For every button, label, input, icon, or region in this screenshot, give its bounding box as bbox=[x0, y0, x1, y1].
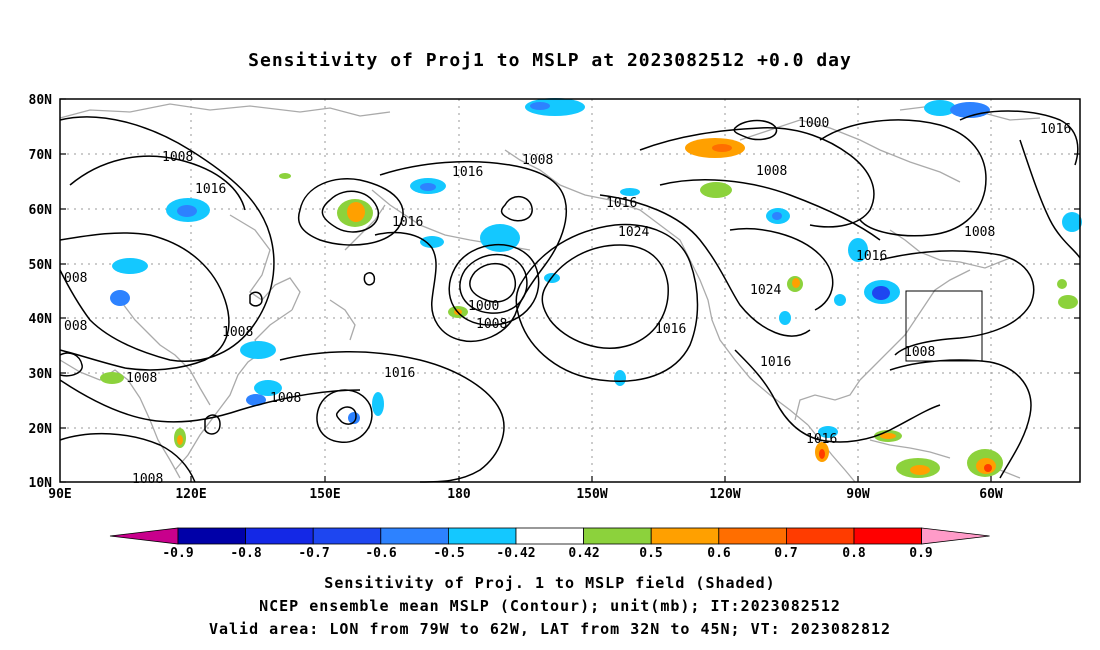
mslp-contours bbox=[59, 110, 1081, 483]
lon-label: 60W bbox=[979, 487, 1003, 502]
lon-label: 90W bbox=[846, 487, 870, 502]
lat-label: 80N bbox=[29, 93, 53, 108]
colorbar-label: -0.8 bbox=[230, 546, 261, 561]
lon-label: 150E bbox=[309, 487, 340, 502]
colorbar-segment bbox=[583, 527, 652, 545]
lat-label: 50N bbox=[29, 258, 53, 273]
colorbar-labels: -0.9 -0.8 -0.7 -0.6 -0.5 -0.42 0.42 0.5 … bbox=[162, 546, 932, 561]
lon-label: 120E bbox=[175, 487, 206, 502]
colorbar-max-arrow bbox=[921, 527, 990, 545]
caption-shading: Sensitivity of Proj. 1 to MSLP field (Sh… bbox=[324, 574, 776, 592]
lat-label: 60N bbox=[29, 203, 53, 218]
contour-label: 1016 bbox=[195, 182, 226, 197]
lat-label: 10N bbox=[29, 476, 53, 491]
plot-title: Sensitivity of Proj1 to MSLP at 20230825… bbox=[248, 50, 852, 71]
contour-label: 1008 bbox=[270, 391, 301, 406]
contour-label: 1008 bbox=[522, 153, 553, 168]
contour-label: 1016 bbox=[606, 196, 637, 211]
contour-label: 1008 bbox=[222, 325, 253, 340]
longitude-labels: 90E 120E 150E 180 150W 120W 90W 60W bbox=[48, 487, 1003, 502]
colorbar-label: 0.7 bbox=[774, 546, 797, 561]
sensitivity-shading bbox=[100, 98, 1082, 478]
contour-label: 1016 bbox=[655, 322, 686, 337]
colorbar-segment bbox=[312, 527, 382, 545]
contour-label: 1008 bbox=[904, 345, 935, 360]
valid-area-box bbox=[905, 290, 983, 362]
contour-label: 1008 bbox=[964, 225, 995, 240]
contour-label: 1008 bbox=[162, 150, 193, 165]
map-frame bbox=[59, 98, 1081, 483]
colorbar-segment bbox=[853, 527, 922, 545]
colorbar-label: -0.5 bbox=[433, 546, 464, 561]
colorbar bbox=[109, 527, 990, 545]
colorbar-label: -0.9 bbox=[162, 546, 193, 561]
contour-label: 1016 bbox=[856, 249, 887, 264]
colorbar-min-arrow bbox=[109, 527, 179, 545]
lon-label: 90E bbox=[48, 487, 71, 502]
colorbar-segment bbox=[177, 527, 246, 545]
contour-label: 1008 bbox=[132, 472, 163, 487]
contour-label: 1016 bbox=[452, 165, 483, 180]
latitude-labels: 80N 70N 60N 50N 40N 30N 20N 10N bbox=[29, 93, 53, 491]
contour-label: 1016 bbox=[1040, 122, 1071, 137]
colorbar-segment bbox=[786, 527, 855, 545]
colorbar-segment bbox=[245, 527, 314, 545]
contour-labels: 1008 1016 1008 1016 1016 1016 1008 1016 … bbox=[64, 116, 1071, 487]
colorbar-label: -0.7 bbox=[298, 546, 329, 561]
lon-label: 120W bbox=[709, 487, 740, 502]
lat-label: 30N bbox=[29, 367, 53, 382]
colorbar-label: 0.42 bbox=[568, 546, 599, 561]
colorbar-label: -0.42 bbox=[496, 546, 535, 561]
contour-label: 1008 bbox=[756, 164, 787, 179]
contour-label: 1016 bbox=[384, 366, 415, 381]
lat-label: 20N bbox=[29, 422, 53, 437]
colorbar-segment bbox=[650, 527, 720, 545]
contour-label: 008 bbox=[64, 319, 87, 334]
contour-label: 1008 bbox=[126, 371, 157, 386]
contour-label: 1008 bbox=[476, 317, 507, 332]
colorbar-label: 0.8 bbox=[842, 546, 866, 561]
lat-label: 40N bbox=[29, 312, 53, 327]
caption-contour: NCEP ensemble mean MSLP (Contour); unit(… bbox=[259, 597, 841, 615]
contour-label: 1024 bbox=[750, 283, 781, 298]
grid-lines bbox=[60, 99, 1080, 482]
contour-label: 1000 bbox=[798, 116, 829, 131]
colorbar-label: -0.6 bbox=[365, 546, 396, 561]
colorbar-label: 0.9 bbox=[909, 546, 932, 561]
caption-valid-area: Valid area: LON from 79W to 62W, LAT fro… bbox=[208, 620, 892, 638]
colorbar-segment bbox=[718, 527, 787, 545]
colorbar-segment bbox=[447, 527, 517, 545]
contour-label: 1024 bbox=[618, 225, 649, 240]
contour-label: 008 bbox=[64, 271, 87, 286]
contour-label: 1000 bbox=[468, 299, 499, 314]
axis-ticks bbox=[60, 98, 1080, 483]
contour-label: 1016 bbox=[760, 355, 791, 370]
lat-label: 70N bbox=[29, 148, 53, 163]
colorbar-segment bbox=[380, 527, 449, 545]
contour-label: 1016 bbox=[806, 432, 837, 447]
colorbar-segment bbox=[515, 527, 584, 545]
colorbar-label: 0.5 bbox=[639, 546, 662, 561]
lon-label: 180 bbox=[447, 487, 471, 502]
contour-label: 1016 bbox=[392, 215, 423, 230]
lon-label: 150W bbox=[576, 487, 607, 502]
colorbar-label: 0.6 bbox=[707, 546, 731, 561]
